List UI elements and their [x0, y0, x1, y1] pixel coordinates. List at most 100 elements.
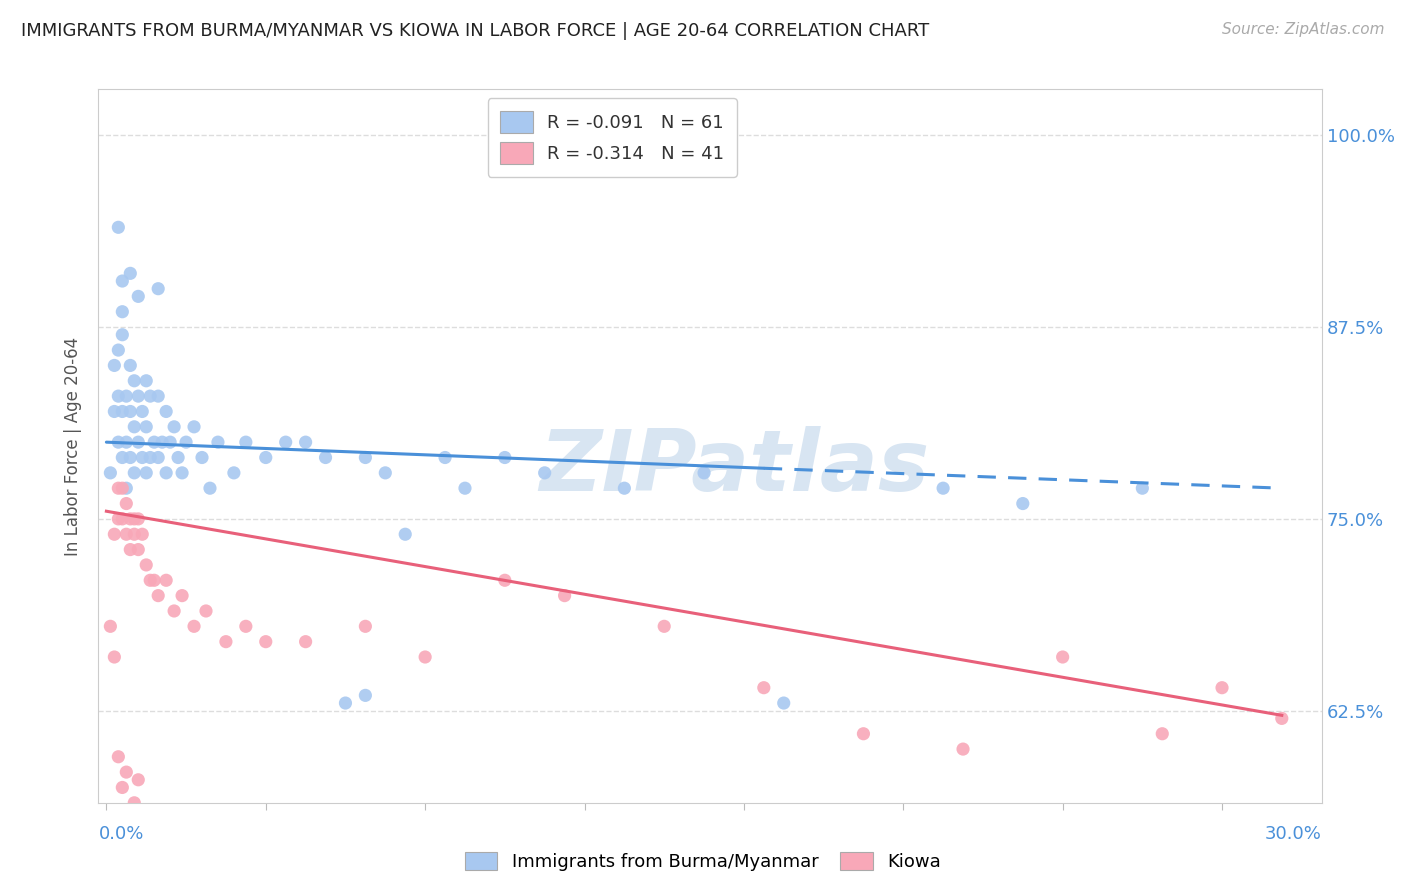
Point	[120, 359, 142, 373]
Point	[148, 389, 170, 403]
Point	[1130, 481, 1153, 495]
Point	[198, 481, 221, 495]
Point	[454, 481, 477, 495]
Point	[294, 435, 316, 450]
Point	[354, 689, 377, 703]
Point	[139, 574, 162, 588]
Point	[148, 450, 170, 465]
Point	[163, 419, 186, 434]
Point	[155, 466, 177, 480]
Point	[148, 282, 170, 296]
Point	[107, 220, 129, 235]
Point	[135, 374, 157, 388]
Point	[120, 512, 142, 526]
Point	[1152, 727, 1174, 741]
Point	[335, 696, 357, 710]
Point	[143, 435, 166, 450]
Point	[124, 419, 146, 434]
Point	[652, 619, 675, 633]
Point	[274, 435, 297, 450]
Point	[120, 404, 142, 418]
Legend: Immigrants from Burma/Myanmar, Kiowa: Immigrants from Burma/Myanmar, Kiowa	[458, 845, 948, 879]
Point	[852, 727, 875, 741]
Point	[111, 481, 134, 495]
Point	[159, 435, 181, 450]
Point	[354, 450, 377, 465]
Point	[103, 359, 125, 373]
Point	[127, 542, 149, 557]
Point	[155, 574, 177, 588]
Point	[103, 650, 125, 665]
Point	[139, 389, 162, 403]
Point	[115, 527, 138, 541]
Point	[120, 266, 142, 280]
Point	[103, 404, 125, 418]
Text: ZIPatlas: ZIPatlas	[540, 425, 929, 509]
Point	[148, 589, 170, 603]
Point	[143, 574, 166, 588]
Point	[135, 466, 157, 480]
Point	[150, 435, 173, 450]
Point	[554, 589, 576, 603]
Point	[100, 466, 122, 480]
Point	[107, 481, 129, 495]
Text: IMMIGRANTS FROM BURMA/MYANMAR VS KIOWA IN LABOR FORCE | AGE 20-64 CORRELATION CH: IMMIGRANTS FROM BURMA/MYANMAR VS KIOWA I…	[21, 22, 929, 40]
Point	[235, 619, 257, 633]
Point	[150, 811, 173, 825]
Point	[172, 842, 194, 856]
Point	[254, 634, 277, 648]
Point	[172, 466, 194, 480]
Point	[172, 589, 194, 603]
Point	[494, 450, 516, 465]
Point	[107, 512, 129, 526]
Text: 0.0%: 0.0%	[98, 825, 143, 843]
Point	[772, 696, 794, 710]
Point	[124, 796, 146, 810]
Point	[222, 466, 245, 480]
Point	[124, 527, 146, 541]
Point	[1052, 650, 1074, 665]
Point	[693, 466, 716, 480]
Point	[183, 419, 205, 434]
Point	[155, 404, 177, 418]
Point	[191, 450, 214, 465]
Legend: R = -0.091   N = 61, R = -0.314   N = 41: R = -0.091 N = 61, R = -0.314 N = 41	[488, 98, 737, 177]
Point	[120, 542, 142, 557]
Point	[163, 604, 186, 618]
Point	[115, 389, 138, 403]
Point	[111, 450, 134, 465]
Point	[1211, 681, 1233, 695]
Point	[135, 558, 157, 572]
Text: Source: ZipAtlas.com: Source: ZipAtlas.com	[1222, 22, 1385, 37]
Point	[127, 289, 149, 303]
Point	[183, 872, 205, 887]
Point	[115, 765, 138, 780]
Point	[932, 481, 955, 495]
Point	[1271, 711, 1294, 725]
Point	[195, 604, 218, 618]
Point	[613, 481, 636, 495]
Point	[131, 450, 153, 465]
Point	[107, 435, 129, 450]
Point	[127, 512, 149, 526]
Y-axis label: In Labor Force | Age 20-64: In Labor Force | Age 20-64	[65, 336, 83, 556]
Point	[174, 435, 197, 450]
Text: 30.0%: 30.0%	[1265, 825, 1322, 843]
Point	[127, 389, 149, 403]
Point	[354, 619, 377, 633]
Point	[494, 574, 516, 588]
Point	[103, 527, 125, 541]
Point	[107, 749, 129, 764]
Point	[107, 343, 129, 357]
Point	[215, 634, 238, 648]
Point	[115, 497, 138, 511]
Point	[752, 681, 775, 695]
Point	[434, 450, 457, 465]
Point	[111, 780, 134, 795]
Point	[131, 404, 153, 418]
Point	[124, 374, 146, 388]
Point	[124, 512, 146, 526]
Point	[235, 435, 257, 450]
Point	[107, 389, 129, 403]
Point	[111, 404, 134, 418]
